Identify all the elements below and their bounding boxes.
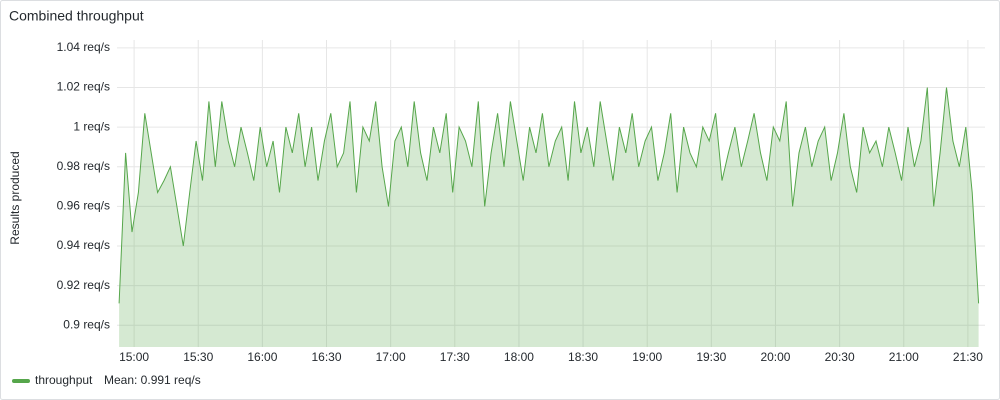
- legend: throughput Mean: 0.991 req/s: [12, 373, 201, 387]
- y-tick-label: 0.98 req/s: [57, 159, 110, 173]
- y-tick-label: 1.04 req/s: [57, 40, 110, 54]
- y-tick-label: 0.94 req/s: [57, 238, 110, 252]
- line: [118, 87, 980, 304]
- x-tick-label: 21:30: [953, 350, 983, 364]
- legend-stat: Mean: 0.991 req/s: [104, 373, 201, 387]
- x-tick-label: 15:00: [119, 350, 149, 364]
- y-tick-label: 1 req/s: [73, 119, 110, 133]
- x-tick-label: 18:00: [504, 350, 534, 364]
- legend-name[interactable]: throughput: [35, 373, 93, 387]
- x-tick-label: 20:00: [760, 350, 790, 364]
- x-tick-label: 18:30: [568, 350, 598, 364]
- x-tick-label: 15:30: [183, 350, 213, 364]
- y-tick-label: 0.9 req/s: [63, 317, 110, 331]
- y-tick-label: 0.96 req/s: [57, 199, 110, 213]
- x-tick-label: 17:00: [376, 350, 406, 364]
- x-tick-label: 20:30: [825, 350, 855, 364]
- x-tick-label: 19:00: [632, 350, 662, 364]
- x-tick-label: 16:30: [312, 350, 342, 364]
- x-tick-label: 16:00: [247, 350, 277, 364]
- x-tick-label: 19:30: [696, 350, 726, 364]
- y-axis-label: Results produced: [8, 151, 22, 244]
- x-tick-label: 21:00: [889, 350, 919, 364]
- area: [119, 87, 979, 347]
- panel-title: Combined throughput: [9, 8, 144, 24]
- y-tick-label: 0.92 req/s: [57, 278, 110, 292]
- y-tick-label: 1.02 req/s: [57, 80, 110, 94]
- x-tick-label: 17:30: [440, 350, 470, 364]
